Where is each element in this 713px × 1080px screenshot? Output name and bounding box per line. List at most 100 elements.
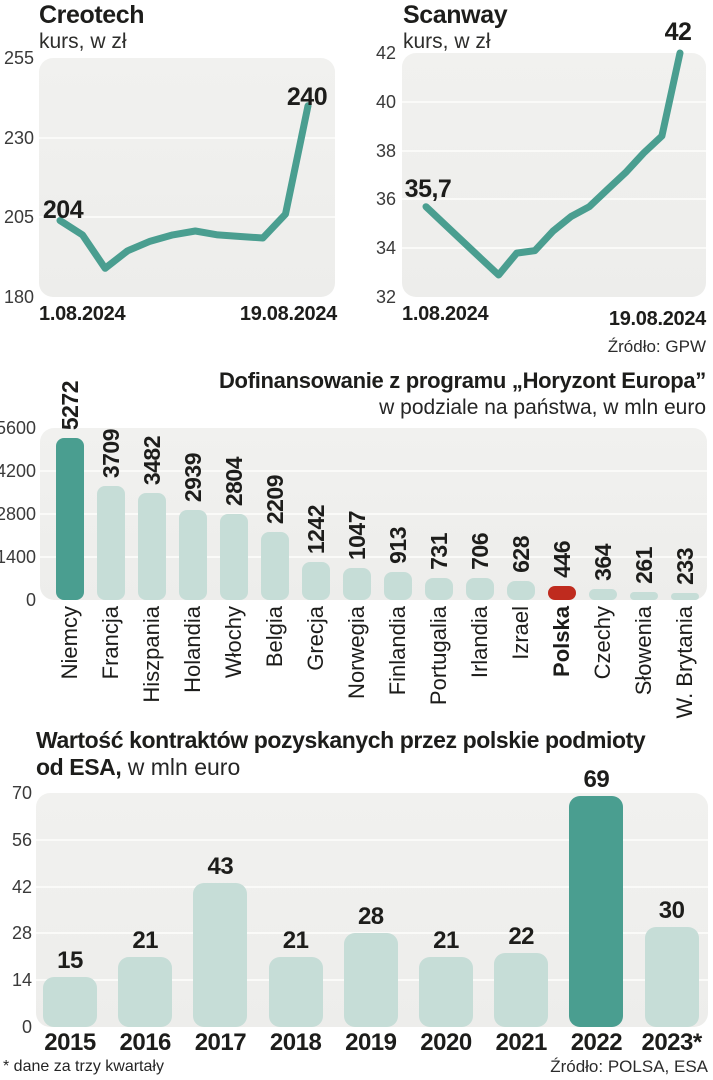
bar-2017 <box>193 883 248 1027</box>
bar-w-brytania <box>671 592 699 600</box>
bar-category-label-polska: Polska <box>549 606 574 677</box>
scanway-y-tick: 34 <box>375 238 396 259</box>
bar-value-label-norwegia: 1047 <box>344 510 370 560</box>
bar-value-label-czechy: 364 <box>590 543 616 581</box>
creotech-point-label-204: 204 <box>42 195 84 224</box>
bar-value-label-izrael: 628 <box>508 535 534 573</box>
bar-value-label-portugalia: 731 <box>426 532 452 570</box>
bar-słowenia <box>630 591 658 600</box>
bar-holandia <box>179 509 207 600</box>
bar-2015 <box>43 976 97 1027</box>
bar-category-label-2020: 2020 <box>420 1029 472 1056</box>
bar-norwegia <box>343 567 371 600</box>
scanway-line-svg <box>422 49 684 279</box>
bar-value-label-belgia: 2209 <box>262 474 288 525</box>
bar-polska <box>548 586 576 600</box>
scanway-gridline <box>402 100 706 103</box>
bar-portugalia <box>425 577 453 600</box>
bar-category-label-belgia: Belgia <box>262 606 287 668</box>
creotech-y-tick: 205 <box>3 207 34 228</box>
horyzont-y-tick: 5600 <box>0 418 36 438</box>
creotech-subtitle: kurs, w zł <box>39 30 127 53</box>
bar-value-label-francja: 3709 <box>98 428 124 479</box>
scanway-y-tick: 32 <box>375 287 396 307</box>
source-gpw: Źródło: GPW <box>607 337 706 356</box>
horyzont-y-tick: 0 <box>25 590 36 610</box>
bar-value-label-2022: 69 <box>583 766 610 794</box>
bar-value-label-2023*: 30 <box>658 896 685 924</box>
scanway-point-label-35-7: 35,7 <box>404 174 452 203</box>
bar-category-label-2016: 2016 <box>119 1029 171 1056</box>
footnote: * dane za trzy kwartały <box>3 1058 164 1075</box>
horyzont-subtitle: w podziale na państwa, w mln euro <box>379 396 706 419</box>
bar-value-label-2019: 28 <box>357 903 384 931</box>
bar-value-label-włochy: 2804 <box>221 456 247 506</box>
bar-value-label-2021: 22 <box>508 923 535 951</box>
esa-title-line2: od ESA, w mln euro <box>36 754 240 780</box>
scanway-gridline <box>402 247 706 250</box>
horyzont-gridline <box>40 470 707 472</box>
bar-2023* <box>644 926 699 1027</box>
bar-category-label-portugalia: Portugalia <box>426 606 451 706</box>
bar-value-label-2015: 15 <box>57 946 83 974</box>
creotech-x-label-end: 19.08.2024 <box>239 303 337 325</box>
bar-value-label-irlandia: 706 <box>467 533 493 571</box>
bar-2021 <box>494 953 549 1027</box>
bar-category-label-2021: 2021 <box>495 1029 547 1056</box>
esa-title-unit: w mln euro <box>121 754 241 780</box>
bar-category-label-hiszpania: Hiszpania <box>139 606 164 703</box>
bar-value-label-finlandia: 913 <box>385 527 411 564</box>
creotech-gridline <box>39 216 335 219</box>
bar-francja <box>97 486 125 600</box>
scanway-y-tick: 36 <box>375 189 396 210</box>
bar-value-label-2017: 43 <box>207 853 234 881</box>
bar-category-label-2022: 2022 <box>570 1029 623 1056</box>
creotech-line-svg <box>56 102 312 272</box>
bar-category-label-2015: 2015 <box>44 1029 96 1056</box>
scanway-y-tick: 40 <box>375 91 396 112</box>
scanway-y-tick: 38 <box>375 140 396 161</box>
bar-category-label-irlandia: Irlandia <box>467 606 492 679</box>
bar-value-label-grecja: 1242 <box>303 504 329 554</box>
bar-czechy <box>589 588 617 600</box>
bar-category-label-finlandia: Finlandia <box>385 606 410 696</box>
esa-y-tick: 28 <box>11 923 32 944</box>
bar-value-label-niemcy: 5272 <box>57 380 83 431</box>
scanway-gridline <box>402 198 706 201</box>
bar-category-label-słowenia: Słowenia <box>631 606 656 696</box>
bar-category-label-w-brytania: W. Brytania <box>672 606 697 719</box>
bar-value-label-holandia: 2939 <box>180 452 206 502</box>
creotech-plot-area <box>39 58 335 297</box>
bar-category-label-2023*: 2023* <box>641 1029 702 1056</box>
creotech-point-label-240: 240 <box>286 82 328 111</box>
scanway-x-label-start: 1.08.2024 <box>402 303 489 325</box>
horyzont-y-tick: 4200 <box>0 461 36 481</box>
bar-hiszpania <box>138 493 166 600</box>
creotech-y-tick: 255 <box>3 48 34 68</box>
esa-title-bold: od ESA, <box>36 754 122 780</box>
scanway-plot-area <box>402 53 706 297</box>
bar-category-label-norwegia: Norwegia <box>344 606 369 699</box>
bar-category-label-2018: 2018 <box>269 1029 322 1056</box>
horyzont-y-tick: 2800 <box>0 504 36 524</box>
esa-title-line1: Wartość kontraktów pozyskanych przez pol… <box>36 727 646 753</box>
esa-y-tick: 70 <box>11 783 32 803</box>
scanway-x-label-end: 19.08.2024 <box>608 308 706 330</box>
esa-y-tick: 0 <box>21 1017 32 1037</box>
bar-2019 <box>343 933 398 1027</box>
esa-y-tick: 14 <box>11 970 32 991</box>
scanway-gridline <box>402 149 706 152</box>
creotech-y-tick: 180 <box>3 287 34 307</box>
bar-category-label-holandia: Holandia <box>180 606 205 693</box>
horyzont-title: Dofinansowanie z programu „Horyzont Euro… <box>218 368 706 393</box>
bar-value-label-w-brytania: 233 <box>672 547 698 585</box>
bar-value-label-2016: 21 <box>132 926 159 954</box>
bar-category-label-2019: 2019 <box>345 1029 397 1056</box>
scanway-subtitle: kurs, w zł <box>403 30 491 53</box>
bar-irlandia <box>466 578 494 600</box>
bar-belgia <box>261 532 289 600</box>
bar-category-label-włochy: Włochy <box>221 606 246 679</box>
scanway-title: Scanway <box>403 1 508 29</box>
esa-gridline <box>36 885 708 888</box>
